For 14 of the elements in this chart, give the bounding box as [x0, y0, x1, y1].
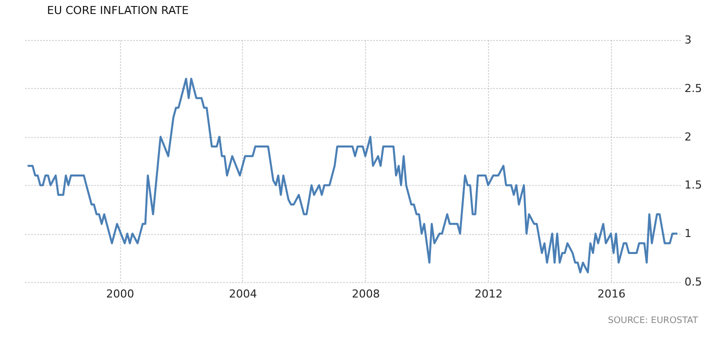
x-tick-label: 2012: [474, 288, 503, 300]
line-series: [26, 78, 678, 274]
chart-title: EU CORE INFLATION RATE: [47, 4, 189, 17]
x-tick-label: 2000: [106, 288, 134, 300]
source-note: SOURCE: EUROSTAT: [608, 316, 698, 326]
x-tick-label: 2008: [352, 288, 380, 300]
y-tick-label: 0.5: [684, 276, 702, 288]
x-tick-label: 2004: [228, 288, 257, 300]
y-tick-label: 1.5: [684, 178, 702, 192]
y-tick-label: 2.5: [684, 82, 702, 95]
x-tick-label: 2016: [597, 288, 626, 300]
y-tick-label: 2: [684, 130, 692, 144]
y-tick-label: 1: [684, 227, 692, 240]
y-tick-label: 3: [684, 34, 692, 46]
